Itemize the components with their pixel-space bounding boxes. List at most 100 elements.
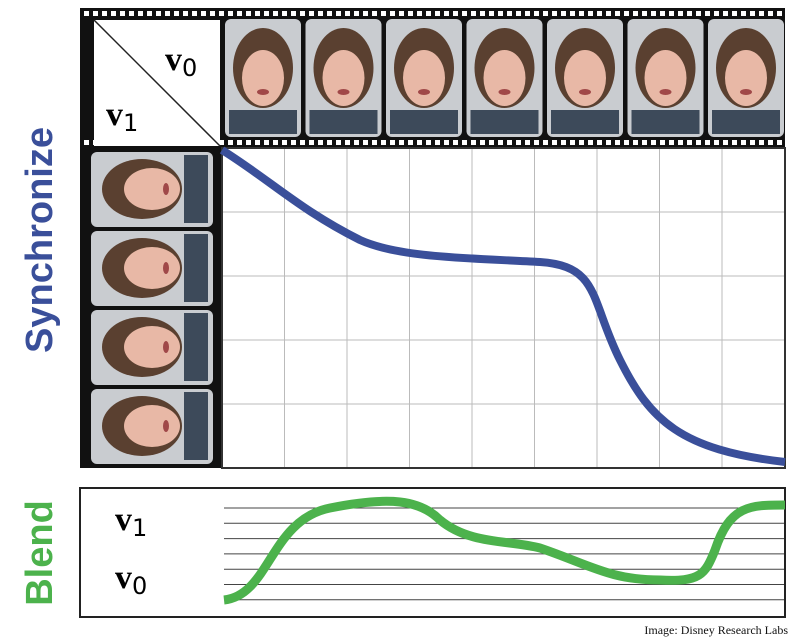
hole (705, 11, 710, 16)
skin (124, 168, 180, 210)
hole (372, 140, 377, 145)
hole (669, 11, 674, 16)
hole (273, 140, 278, 145)
hole (696, 11, 701, 16)
mouth (579, 89, 591, 95)
hole (534, 140, 539, 145)
hole (543, 140, 548, 145)
blend-curve (223, 496, 786, 605)
hole (345, 140, 350, 145)
hole (732, 140, 737, 145)
shirt (470, 110, 539, 134)
hole (264, 11, 269, 16)
hole (759, 11, 764, 16)
hole (354, 11, 359, 16)
face (102, 392, 208, 460)
mouth (163, 183, 169, 195)
face (102, 234, 208, 302)
hole (237, 140, 242, 145)
hole (381, 140, 386, 145)
hole (642, 140, 647, 145)
hole (318, 140, 323, 145)
hole (471, 11, 476, 16)
hole (327, 11, 332, 16)
hole (588, 11, 593, 16)
hole (462, 11, 467, 16)
hole (741, 11, 746, 16)
synchronize-label: Synchronize (19, 127, 61, 353)
hole (687, 11, 692, 16)
hole (246, 140, 251, 145)
hole (273, 11, 278, 16)
hole (282, 140, 287, 145)
hole (723, 11, 728, 16)
hole (129, 11, 134, 16)
hole (102, 11, 107, 16)
hole (489, 11, 494, 16)
hole (768, 140, 773, 145)
hole (498, 140, 503, 145)
hole (417, 140, 422, 145)
hole (606, 11, 611, 16)
hole (111, 11, 116, 16)
hole (120, 11, 125, 16)
hole (633, 11, 638, 16)
hole (138, 11, 143, 16)
hole (660, 11, 665, 16)
skin (483, 50, 526, 106)
face (712, 28, 780, 134)
hole (300, 140, 305, 145)
shirt (309, 110, 378, 134)
hole (399, 140, 404, 145)
hole (264, 140, 269, 145)
shirt (551, 110, 619, 134)
hole (183, 11, 188, 16)
face (470, 28, 539, 134)
hole (687, 140, 692, 145)
hole (480, 11, 485, 16)
blend-box (79, 487, 786, 618)
hole (597, 11, 602, 16)
hole (678, 11, 683, 16)
hole (615, 11, 620, 16)
hole (660, 140, 665, 145)
hole (327, 140, 332, 145)
hole (237, 11, 242, 16)
shirt (184, 313, 208, 381)
hole (642, 11, 647, 16)
subscript: 1 (132, 514, 147, 542)
face (551, 28, 619, 134)
hole (372, 11, 377, 16)
hole (309, 140, 314, 145)
mouth (659, 89, 672, 95)
hole (363, 140, 368, 145)
hole (255, 11, 260, 16)
hole (228, 11, 233, 16)
hole (570, 140, 575, 145)
hole (480, 140, 485, 145)
hole (291, 11, 296, 16)
hole (759, 140, 764, 145)
hole (390, 140, 395, 145)
symbol: v (106, 96, 123, 133)
hole (381, 11, 386, 16)
left-frames (91, 152, 213, 464)
corner-v1: v1 (106, 96, 138, 137)
hole (426, 140, 431, 145)
mouth (163, 420, 169, 432)
hole (525, 11, 530, 16)
hole (408, 140, 413, 145)
hole (219, 11, 224, 16)
hole (516, 140, 521, 145)
symbol: v (115, 559, 132, 596)
hole (174, 11, 179, 16)
mouth (740, 89, 752, 95)
skin (124, 405, 180, 447)
hole (399, 11, 404, 16)
hole (570, 11, 575, 16)
hole (651, 140, 656, 145)
hole (633, 140, 638, 145)
hole (696, 140, 701, 145)
